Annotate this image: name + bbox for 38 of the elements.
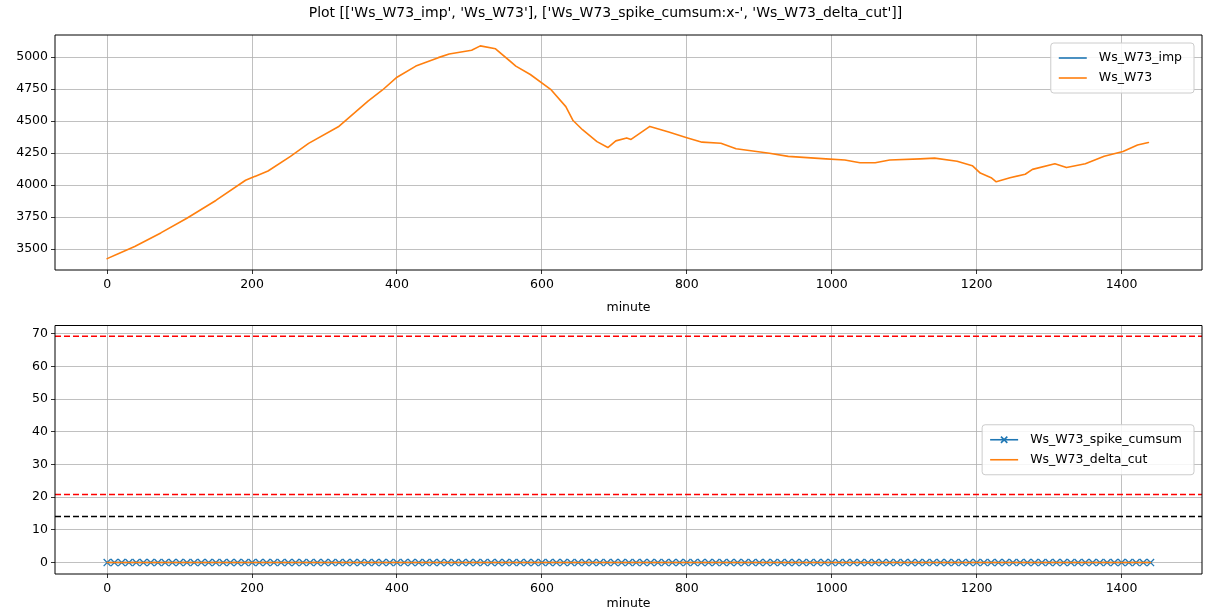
x-tick-label: 800 <box>674 579 699 595</box>
y-tick-label: 60 <box>32 357 49 373</box>
x-tick-label: 400 <box>385 579 409 595</box>
x-tick-label: 1400 <box>1105 579 1138 595</box>
y-tick-label: 5000 <box>16 48 49 64</box>
y-tick-label: 40 <box>32 423 49 439</box>
x-tick-label: 1200 <box>960 579 993 595</box>
y-tick-label: 4250 <box>16 144 49 160</box>
x-axis-title: minute <box>606 298 651 314</box>
y-tick-label: 4000 <box>16 176 49 192</box>
y-tick-label: 20 <box>32 488 49 504</box>
x-tick-label: 1000 <box>815 579 848 595</box>
y-tick-label: 50 <box>32 390 49 406</box>
y-tick-label: 4750 <box>16 80 49 96</box>
x-tick-label: 1200 <box>960 275 993 291</box>
y-tick-label: 30 <box>32 455 49 471</box>
x-tick-label: 600 <box>529 275 554 291</box>
x-axis-title: minute <box>606 594 651 610</box>
x-tick-label: 0 <box>103 275 112 291</box>
x-tick-label: 1000 <box>815 275 848 291</box>
legend-label: Ws_W73_spike_cumsum <box>1030 431 1182 446</box>
legend-label: Ws_W73_imp <box>1098 49 1183 65</box>
y-tick-label: 3750 <box>16 208 49 224</box>
x-tick-label: 800 <box>674 275 699 291</box>
x-tick-label: 0 <box>103 579 112 595</box>
x-tick-label: 200 <box>240 275 265 291</box>
y-tick-label: 10 <box>32 521 49 537</box>
legend-label: Ws_W73_delta_cut <box>1030 451 1148 466</box>
y-tick-label: 0 <box>40 553 49 569</box>
legend-label: Ws_W73 <box>1098 69 1153 85</box>
x-tick-label: 600 <box>529 579 554 595</box>
y-tick-label: 3500 <box>16 240 49 256</box>
x-tick-label: 200 <box>240 579 265 595</box>
x-tick-label: 400 <box>385 275 409 291</box>
y-tick-label: 4500 <box>16 112 49 128</box>
x-tick-label: 1400 <box>1105 275 1138 291</box>
chart-title: Plot [['Ws_W73_imp', 'Ws_W73'], ['Ws_W73_spike_cumsum:x-', 'Ws_W73_delta_cut']] <box>307 4 904 20</box>
y-tick-label: 70 <box>32 324 49 340</box>
